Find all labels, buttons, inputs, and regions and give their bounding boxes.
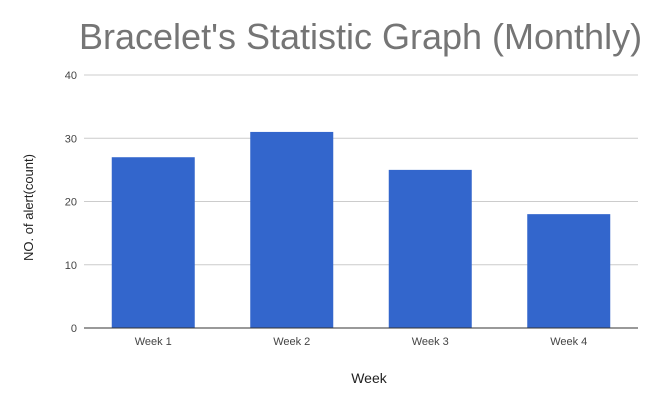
bar-week-2 (250, 131, 334, 328)
y-tick-label: 30 (65, 133, 77, 145)
x-tick-label: Week 4 (550, 336, 587, 348)
y-tick-label: 20 (65, 197, 77, 209)
y-axis-label: NO. of alert(count) (21, 154, 36, 261)
y-tick-label: 0 (71, 323, 77, 335)
y-tick-label: 40 (65, 70, 77, 82)
x-axis-label: Week (351, 370, 388, 386)
y-tick-label: 10 (65, 260, 77, 272)
x-tick-label: Week 3 (412, 336, 449, 348)
x-tick-label: Week 2 (273, 336, 310, 348)
bar-week-4 (527, 214, 611, 328)
x-tick-label: Week 1 (135, 336, 172, 348)
chart-title: Bracelet's Statistic Graph (Monthly) (79, 16, 643, 57)
bar-week-1 (111, 157, 195, 328)
bar-week-3 (388, 169, 472, 328)
